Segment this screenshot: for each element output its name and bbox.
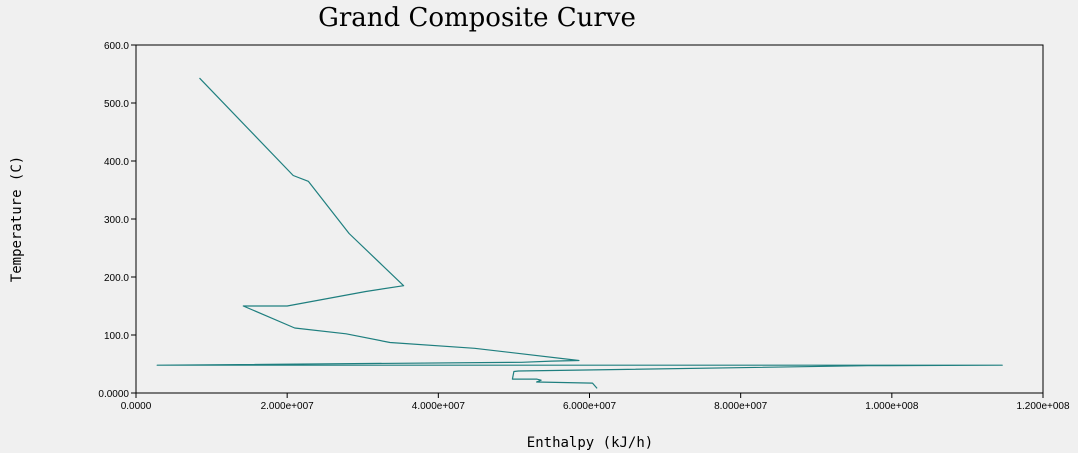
- chart-title: Grand Composite Curve: [318, 3, 636, 33]
- series-layer: [156, 77, 1003, 389]
- x-tick-label: 8.000e+007: [714, 401, 768, 412]
- x-tick-label: 1.000e+008: [865, 401, 919, 412]
- x-tick-label: 0.0000: [121, 401, 152, 412]
- y-tick-label: 300.0: [104, 215, 129, 226]
- y-tick-label: 500.0: [104, 99, 129, 110]
- x-tick-label: 2.000e+007: [261, 401, 315, 412]
- plot-area: [135, 44, 1044, 394]
- x-tick-label: 1.200e+008: [1016, 401, 1070, 412]
- y-tick-label: 400.0: [104, 157, 129, 168]
- x-axis-label: Enthalpy (kJ/h): [527, 435, 653, 451]
- y-axis-label: Temperature (C): [9, 156, 25, 282]
- series-line: [156, 77, 1003, 389]
- y-tick-label: 200.0: [104, 273, 129, 284]
- y-axis: 0.0000 100.0 200.0 300.0 400.0 500.0 600.0: [98, 41, 136, 400]
- y-tick-label: 100.0: [104, 331, 129, 342]
- x-axis: 0.0000 2.000e+007 4.000e+007 6.000e+007 8.00…: [121, 393, 1070, 412]
- y-tick-label: 600.0: [104, 41, 129, 52]
- x-tick-label: 4.000e+007: [412, 401, 466, 412]
- x-tick-label: 6.000e+007: [563, 401, 617, 412]
- y-tick-label: 0.0000: [98, 389, 129, 400]
